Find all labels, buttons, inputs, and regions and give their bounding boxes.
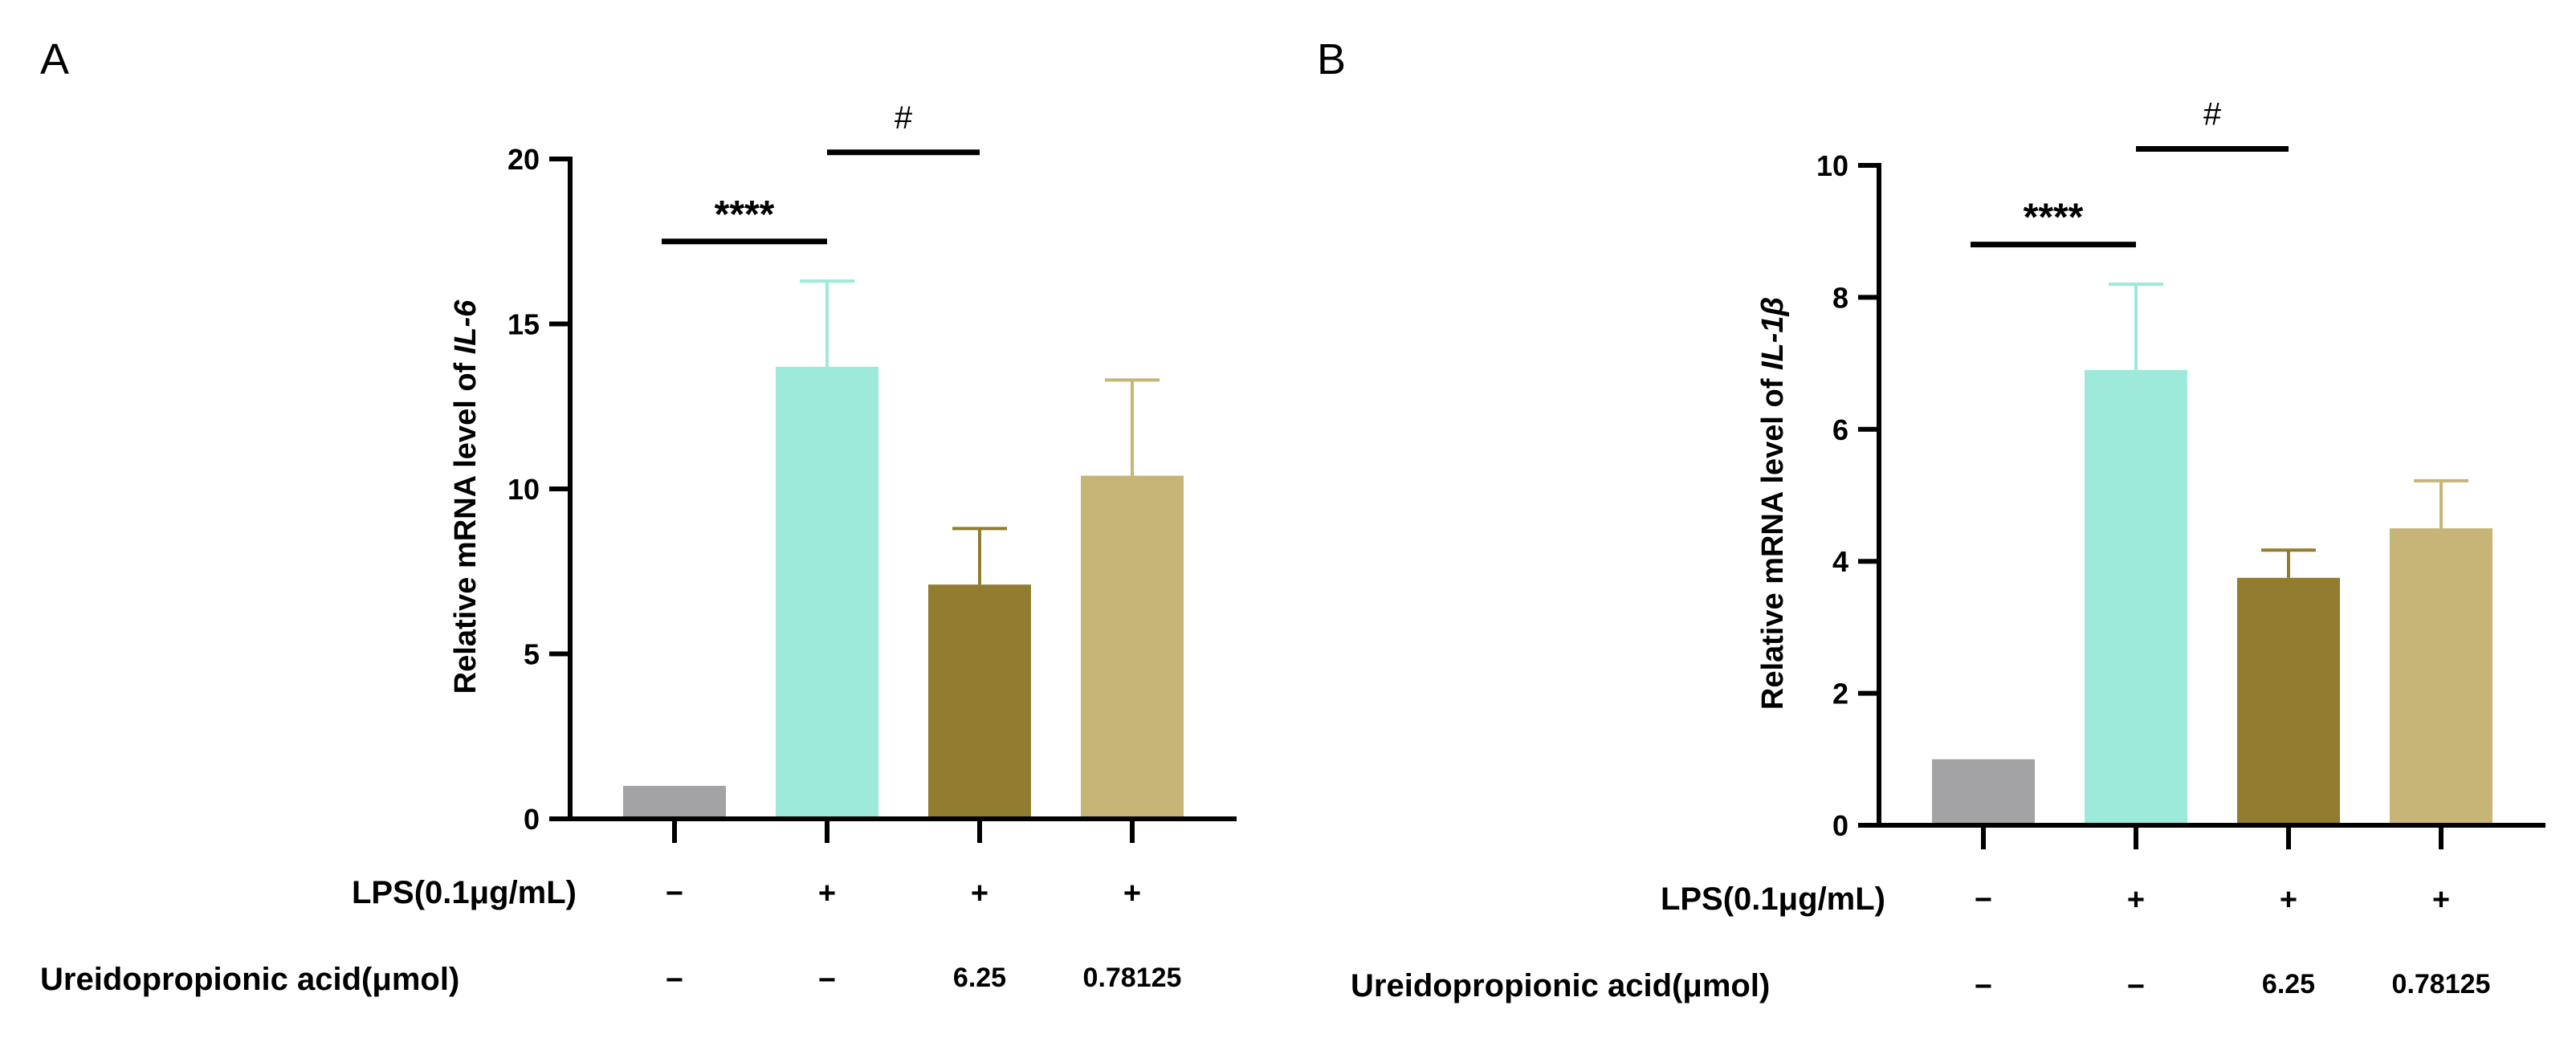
ua-value-3: 6.25 [953,963,1006,993]
lps-value-4: + [1123,877,1141,910]
significance-label-1: **** [715,193,775,236]
ua-row-label: Ureidopropionic acid(μmol) [40,962,459,997]
lps-value-4: + [2432,883,2450,917]
y-tick-label: 5 [524,638,540,671]
y-tick-label: 15 [507,308,540,341]
bar-2 [776,366,878,819]
y-tick-label: 0 [524,803,540,836]
lps-value-3: + [971,877,988,910]
lps-row-label: LPS(0.1μg/mL) [1661,881,1885,917]
y-axis-label-text: Relative mRNA level of [1756,370,1790,710]
lps-value-2: + [2127,883,2145,917]
y-tick-label: 4 [1832,545,1848,578]
bar-1 [1932,759,2035,825]
bar-4 [1081,475,1184,819]
y-axis-label: Relative mRNA level of IL-1β [1756,297,1790,710]
ua-value-4: 0.78125 [2392,969,2491,999]
y-tick-label: 6 [1832,413,1848,446]
lps-value-1: − [666,877,683,910]
bar-3 [2237,577,2340,825]
ua-value-4: 0.78125 [1083,963,1182,993]
y-axis-label-gene: IL-1β [1756,297,1790,370]
bar-2 [2085,369,2187,825]
ua-value-1: − [1975,970,1992,1003]
significance-label-2: # [895,100,913,136]
lps-value-3: + [2280,883,2297,917]
significance-label-2: # [2203,96,2222,132]
y-axis-label: Relative mRNA level of IL-6 [449,299,483,694]
significance-label-1: **** [2024,197,2084,239]
panel-b: B 0 2 4 6 8 10 Relative mRNA level of IL-1β ****… [1317,35,2545,1003]
ua-value-2: − [2127,970,2145,1003]
y-tick-label: 10 [1816,149,1848,182]
bar-4 [2390,528,2492,825]
y-tick-label: 8 [1832,281,1848,314]
y-tick-label: 10 [507,473,540,506]
y-axis-label-gene: IL-6 [449,299,483,354]
lps-row-label: LPS(0.1μg/mL) [352,875,577,910]
lps-value-1: − [1975,883,1992,917]
ua-row-label: Ureidopropionic acid(μmol) [1351,968,1770,1003]
bar-1 [623,785,726,819]
ua-value-2: − [818,963,836,997]
ua-value-1: − [666,963,683,997]
panel-a: A 0 5 10 15 20 Relative mRNA level of IL-6 ****… [40,35,1237,997]
y-tick-label: 0 [1832,809,1848,842]
panel-letter: B [1317,35,1346,83]
bar-3 [928,584,1031,819]
ua-value-3: 6.25 [2262,969,2315,999]
y-tick-label: 20 [507,143,540,176]
y-axis-label-text: Relative mRNA level of [449,354,483,694]
lps-value-2: + [818,877,836,910]
y-tick-label: 2 [1832,678,1848,710]
panel-letter: A [40,35,69,83]
